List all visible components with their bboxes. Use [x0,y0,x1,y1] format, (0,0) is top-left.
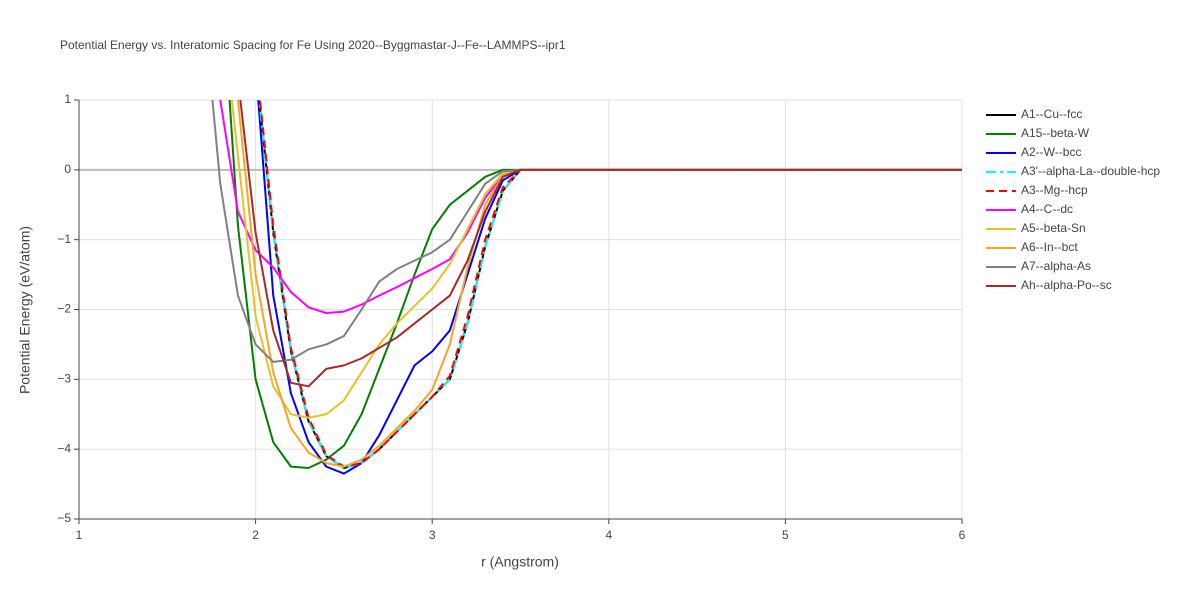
plot-area [211,100,962,475]
legend-label: Ah--alpha-Po--sc [1021,278,1112,292]
legend-label: A7--alpha-As [1021,259,1091,273]
legend-label: A3'--alpha-La--double-hcp [1021,164,1160,178]
x-tick-label: 4 [605,528,612,542]
x-axis-label: r (Angstrom) [481,554,559,570]
x-tick-label: 2 [252,528,259,542]
legend-label: A6--In--bct [1021,240,1078,254]
x-tick-label: 5 [782,528,789,542]
legend-label: A5--beta-Sn [1021,221,1086,235]
legend-label: A15--beta-W [1021,126,1090,140]
series-line [230,100,962,419]
legend-label: A4--C--dc [1021,202,1073,216]
legend: A1--Cu--fcc A15--beta-W A2--W--bcc A3'--alp… [986,107,1160,292]
chart-title: Potential Energy vs. Interatomic Spacing… [60,38,566,52]
y-tick-label: −2 [57,302,71,316]
x-tick-label: 6 [959,528,966,542]
y-tick-label: −4 [57,441,71,455]
x-tick-label: 1 [76,528,83,542]
legend-label: A2--W--bcc [1021,145,1081,159]
series-line [239,100,962,388]
series-line [257,100,962,475]
legend-label: A3--Mg--hcp [1021,183,1088,197]
series-line [258,100,962,470]
x-tick-label: 3 [429,528,436,542]
y-tick-label: 0 [64,162,71,176]
series-line [211,100,962,363]
y-axis-label: Potential Energy (eV/atom) [17,226,33,394]
y-tick-label: −1 [57,232,71,246]
y-tick-label: 1 [64,92,71,106]
series-line [258,100,962,470]
series-line [236,100,962,468]
legend-label: A1--Cu--fcc [1021,107,1082,121]
series-line [228,100,962,470]
series-line [259,100,962,468]
y-tick-label: −5 [57,511,71,525]
y-tick-label: −3 [57,372,71,386]
grid: 1 2 3 4 5 6 1 0 −1 −2 −3 −4 −5 [57,92,965,542]
